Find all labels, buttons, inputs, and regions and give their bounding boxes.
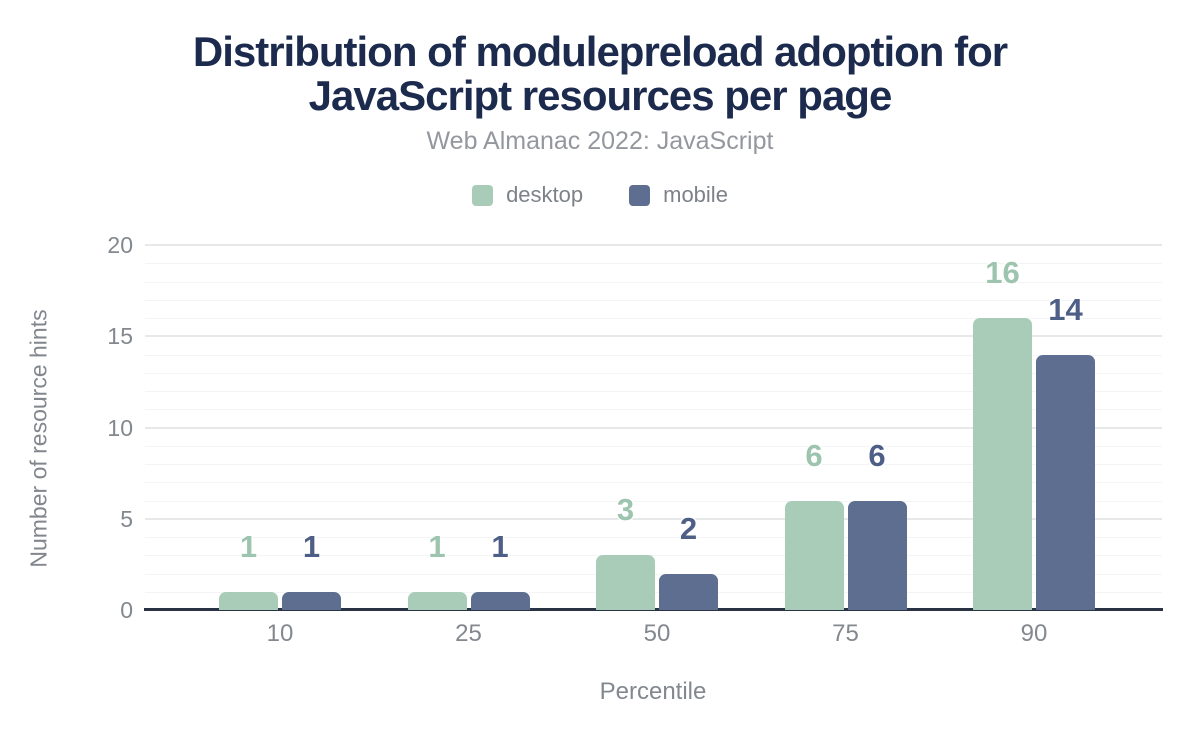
bar-desktop-p90 bbox=[973, 318, 1032, 610]
bar-value-label-mobile-p75: 6 bbox=[868, 437, 886, 473]
bar-mobile-p25 bbox=[470, 591, 530, 610]
y-tick-label: 15 bbox=[107, 323, 133, 350]
minor-gridline bbox=[145, 500, 1162, 502]
bar-value-label-mobile-p25: 1 bbox=[491, 528, 509, 564]
bar-mobile-p10 bbox=[282, 591, 341, 610]
bar-mobile-p75 bbox=[847, 500, 907, 610]
bar-desktop-p25 bbox=[407, 591, 467, 610]
minor-gridline bbox=[145, 263, 1162, 265]
bar-value-label-desktop-p50: 3 bbox=[616, 492, 635, 528]
legend-item-mobile: mobile bbox=[629, 182, 728, 208]
minor-gridline bbox=[145, 299, 1162, 301]
chart-title: Distribution of modulepreload adoption f… bbox=[192, 28, 1008, 119]
x-tick-label: 75 bbox=[832, 620, 859, 647]
minor-gridline bbox=[145, 409, 1162, 411]
minor-gridline bbox=[145, 555, 1162, 557]
minor-gridline bbox=[145, 281, 1162, 283]
x-axis-title: Percentile bbox=[599, 678, 707, 705]
minor-gridline bbox=[145, 391, 1162, 392]
bar-mobile-p50 bbox=[659, 573, 718, 610]
legend-swatch-mobile bbox=[629, 184, 651, 206]
bar-value-label-desktop-p90: 16 bbox=[985, 255, 1020, 290]
major-gridline bbox=[145, 335, 1162, 338]
chart-subtitle: Web Almanac 2022: JavaScript bbox=[426, 127, 774, 155]
major-gridline bbox=[145, 517, 1162, 520]
y-tick-label: 10 bbox=[107, 414, 133, 441]
x-tick-label: 90 bbox=[1020, 620, 1048, 647]
bar-value-label-desktop-p25: 1 bbox=[428, 528, 446, 564]
y-tick-label: 5 bbox=[120, 505, 133, 532]
bar-desktop-p50 bbox=[596, 555, 655, 610]
major-gridline bbox=[145, 244, 1162, 246]
legend-label-mobile: mobile bbox=[663, 182, 728, 207]
y-tick-label: 20 bbox=[107, 232, 133, 258]
minor-gridline bbox=[145, 482, 1162, 484]
bar-value-label-mobile-p10: 1 bbox=[302, 528, 321, 564]
y-tick-label: 0 bbox=[120, 597, 133, 623]
major-gridline bbox=[145, 426, 1162, 429]
plot-area: 1 1 1 1 3 2 6 6 16 14 bbox=[144, 244, 1163, 611]
bar-desktop-p75 bbox=[784, 500, 844, 610]
bar-value-label-desktop-p75: 6 bbox=[805, 437, 823, 473]
minor-gridline bbox=[145, 537, 1162, 538]
minor-gridline bbox=[145, 372, 1162, 374]
legend-label-desktop: desktop bbox=[506, 182, 584, 207]
legend-item-desktop: desktop bbox=[472, 182, 583, 208]
bar-mobile-p90 bbox=[1036, 354, 1095, 610]
minor-gridline bbox=[145, 464, 1162, 465]
x-tick-label: 10 bbox=[266, 620, 294, 647]
minor-gridline bbox=[145, 445, 1162, 447]
bar-value-label-desktop-p10: 1 bbox=[239, 528, 258, 564]
x-tick-label: 25 bbox=[455, 620, 482, 647]
x-tick-label: 50 bbox=[643, 620, 671, 647]
minor-gridline bbox=[145, 354, 1162, 356]
bar-value-label-mobile-p50: 2 bbox=[679, 510, 698, 546]
bar-value-label-mobile-p90: 14 bbox=[1048, 291, 1083, 327]
minor-gridline bbox=[145, 318, 1162, 319]
legend-swatch-desktop bbox=[472, 184, 494, 206]
bar-desktop-p10 bbox=[219, 591, 278, 610]
legend: desktop mobile bbox=[0, 182, 1200, 208]
